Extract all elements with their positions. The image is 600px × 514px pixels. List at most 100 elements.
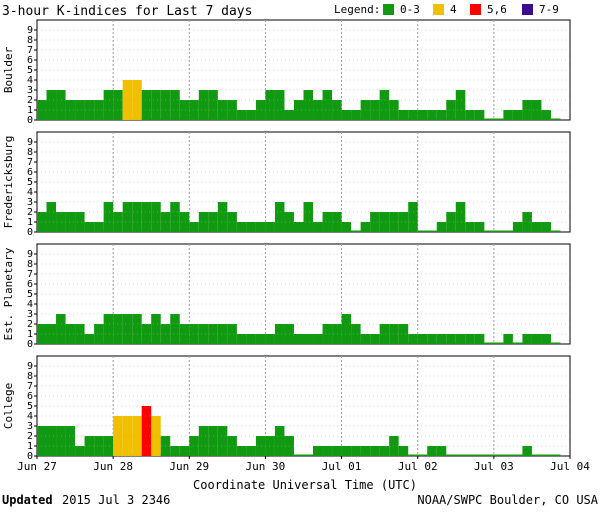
kp-bar bbox=[503, 334, 513, 344]
kp-bar bbox=[274, 324, 285, 344]
kp-bar bbox=[65, 100, 76, 120]
y-axis-label: Boulder bbox=[2, 46, 15, 93]
kp-bar bbox=[512, 342, 523, 344]
kp-bar bbox=[293, 222, 304, 232]
kp-bar bbox=[113, 314, 123, 344]
kp-bar bbox=[417, 110, 428, 120]
kp-bar bbox=[179, 446, 190, 456]
kp-bar bbox=[246, 446, 256, 456]
kp-bar bbox=[531, 334, 542, 344]
kp-bar bbox=[132, 416, 142, 456]
y-tick-label: 4 bbox=[27, 411, 33, 422]
kp-bar bbox=[360, 446, 371, 456]
kp-bar bbox=[170, 90, 180, 120]
kp-bar bbox=[246, 334, 256, 344]
kp-bar bbox=[236, 110, 247, 120]
kp-bar bbox=[303, 454, 314, 456]
y-tick-label: 7 bbox=[27, 269, 33, 280]
kp-bar bbox=[198, 324, 209, 344]
kp-bar bbox=[65, 324, 76, 344]
kp-bar bbox=[341, 110, 352, 120]
kp-bar bbox=[313, 222, 323, 232]
kp-bar bbox=[265, 334, 275, 344]
kp-bar bbox=[113, 90, 123, 120]
kp-bar bbox=[217, 426, 228, 456]
kp-bar bbox=[398, 110, 409, 120]
y-tick-label: 4 bbox=[27, 299, 33, 310]
kp-bar bbox=[293, 454, 304, 456]
kp-bar bbox=[189, 436, 199, 456]
kp-bar bbox=[550, 454, 561, 456]
kp-bar bbox=[160, 90, 171, 120]
kp-bar bbox=[170, 446, 180, 456]
kp-bar bbox=[151, 416, 161, 456]
y-tick-label: 8 bbox=[27, 35, 33, 46]
kp-bar bbox=[408, 334, 418, 344]
kp-bar bbox=[84, 222, 95, 232]
legend-label-item: 4 bbox=[450, 3, 457, 16]
legend-label-item: 0-3 bbox=[400, 3, 420, 16]
kp-bar bbox=[474, 334, 485, 344]
kp-bar bbox=[322, 446, 333, 456]
kp-bar bbox=[236, 222, 247, 232]
kp-bar bbox=[484, 454, 494, 456]
kp-bar bbox=[75, 212, 85, 232]
y-tick-label: 5 bbox=[27, 289, 33, 300]
kp-bar bbox=[274, 90, 285, 120]
kp-bar bbox=[351, 446, 361, 456]
y-tick-label: 8 bbox=[27, 147, 33, 158]
kp-bar bbox=[151, 90, 161, 120]
chart-title: 3-hour K-indices for Last 7 days bbox=[2, 4, 252, 19]
kp-bar bbox=[465, 110, 475, 120]
kp-bar bbox=[303, 202, 314, 232]
kp-bar bbox=[550, 230, 561, 232]
y-tick-label: 5 bbox=[27, 401, 33, 412]
kp-bar bbox=[122, 416, 133, 456]
kp-bar bbox=[246, 110, 256, 120]
x-tick-label: Jul 03 bbox=[474, 460, 514, 473]
kp-bar bbox=[370, 100, 380, 120]
kp-bar bbox=[427, 446, 437, 456]
kp-bar bbox=[351, 324, 361, 344]
kp-bar bbox=[436, 110, 447, 120]
kp-bar bbox=[255, 222, 266, 232]
kp-bar bbox=[75, 324, 85, 344]
y-tick-label: 4 bbox=[27, 187, 33, 198]
y-axis-label: College bbox=[2, 383, 15, 429]
kp-bar bbox=[484, 230, 494, 232]
kp-bar bbox=[75, 446, 85, 456]
kp-bar bbox=[313, 334, 323, 344]
kp-bar bbox=[455, 202, 466, 232]
kp-bar bbox=[484, 342, 494, 344]
y-tick-label: 8 bbox=[27, 259, 33, 270]
kp-bar bbox=[351, 110, 361, 120]
kp-bar bbox=[284, 110, 294, 120]
kp-bar bbox=[360, 334, 371, 344]
kp-bar bbox=[398, 212, 409, 232]
y-tick-label: 3 bbox=[27, 309, 33, 320]
y-tick-label: 7 bbox=[27, 45, 33, 56]
kp-bar bbox=[179, 324, 190, 344]
kp-bar bbox=[446, 334, 456, 344]
kp-bar bbox=[503, 230, 513, 232]
y-axis-label: Est. Planetary bbox=[2, 247, 15, 340]
x-axis: Jun 27 Jun 28 Jun 29 Jun 30 Jul 01 Jul 02 Jul … bbox=[17, 456, 590, 473]
kp-bar bbox=[379, 446, 390, 456]
x-tick-label: Jul 02 bbox=[398, 460, 438, 473]
kp-bar bbox=[436, 222, 447, 232]
y-tick-label: 1 bbox=[27, 105, 33, 116]
kp-bar bbox=[493, 342, 504, 344]
kp-bar bbox=[170, 202, 180, 232]
kp-bar bbox=[151, 202, 161, 232]
kp-bar bbox=[522, 446, 532, 456]
y-tick-label: 2 bbox=[27, 95, 33, 106]
kp-bar bbox=[265, 90, 275, 120]
kp-bar bbox=[341, 222, 352, 232]
kp-bar bbox=[46, 426, 57, 456]
kp-bar bbox=[512, 110, 523, 120]
kp-bar bbox=[227, 324, 237, 344]
kp-bar bbox=[189, 222, 199, 232]
kp-bar bbox=[103, 436, 114, 456]
